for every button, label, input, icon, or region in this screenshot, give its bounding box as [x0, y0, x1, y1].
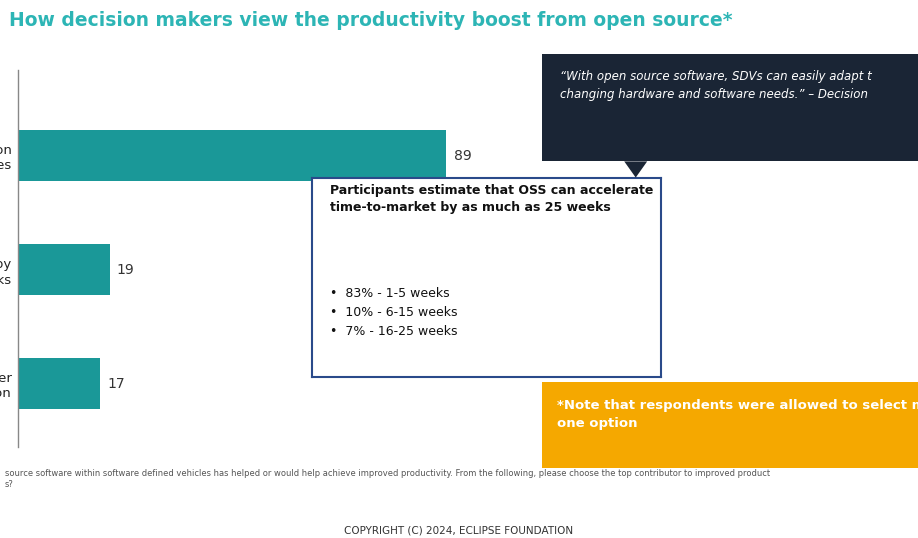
Bar	[18, 130, 446, 181]
Bar	[18, 244, 110, 295]
Text: 17: 17	[107, 377, 125, 391]
Text: “With open source software, SDVs can easily adapt t
changing hardware and softwa: “With open source software, SDVs can eas…	[560, 70, 872, 102]
Text: COPYRIGHT (C) 2024, ECLIPSE FOUNDATION: COPYRIGHT (C) 2024, ECLIPSE FOUNDATION	[344, 525, 574, 535]
Text: 89: 89	[453, 148, 471, 162]
Text: source software within software defined vehicles has helped or would help achiev: source software within software defined …	[5, 469, 769, 489]
Text: 19: 19	[117, 263, 135, 277]
Bar	[18, 358, 100, 409]
Text: How decision makers view the productivity boost from open source*: How decision makers view the productivit…	[9, 11, 733, 30]
Text: Participants estimate that OSS can accelerate
time-to-market by as much as 25 we: Participants estimate that OSS can accel…	[330, 183, 653, 214]
Text: *Note that respondents were allowed to select more
one option: *Note that respondents were allowed to s…	[556, 399, 918, 430]
Text: •  83% - 1-5 weeks
•  10% - 6-15 weeks
•  7% - 16-25 weeks: • 83% - 1-5 weeks • 10% - 6-15 weeks • 7…	[330, 287, 457, 338]
